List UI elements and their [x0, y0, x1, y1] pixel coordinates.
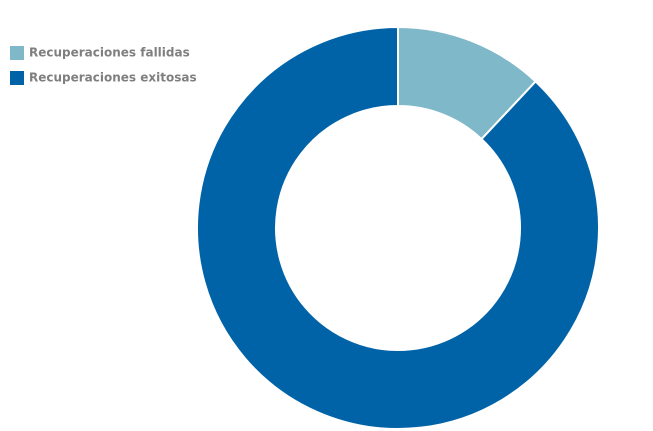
legend-label: Recuperaciones fallidas [29, 46, 190, 60]
legend-label: Recuperaciones exitosas [29, 71, 197, 85]
donut-slice [196, 25, 600, 430]
legend-swatch [10, 46, 24, 60]
legend-swatch [10, 71, 24, 85]
